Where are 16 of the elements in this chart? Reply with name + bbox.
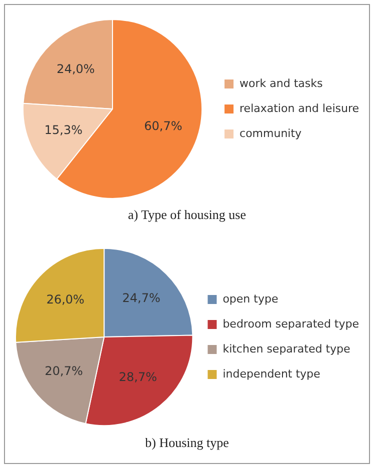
- data-label: 20,7%: [44, 364, 83, 378]
- data-label: 28,7%: [118, 370, 158, 384]
- legend-label: relaxation and leisure: [240, 102, 360, 115]
- legend-label: work and tasks: [240, 76, 323, 90]
- data-label: 24,0%: [56, 62, 95, 76]
- data-label: 60,7%: [144, 118, 182, 133]
- text: a) Type of housing use: [127, 207, 247, 223]
- data-label: 24,7%: [122, 291, 160, 306]
- legend-label: independent type: [222, 367, 321, 380]
- legend-label: open type: [222, 292, 278, 306]
- legend-label: community: [240, 126, 302, 140]
- data-label: 15,3%: [44, 122, 82, 137]
- legend-label: bedroom separated type: [222, 317, 360, 330]
- legend-label: kitchen separated type: [222, 342, 351, 356]
- data-label: 26,0%: [46, 292, 84, 307]
- text: b) Housing type: [144, 435, 230, 451]
